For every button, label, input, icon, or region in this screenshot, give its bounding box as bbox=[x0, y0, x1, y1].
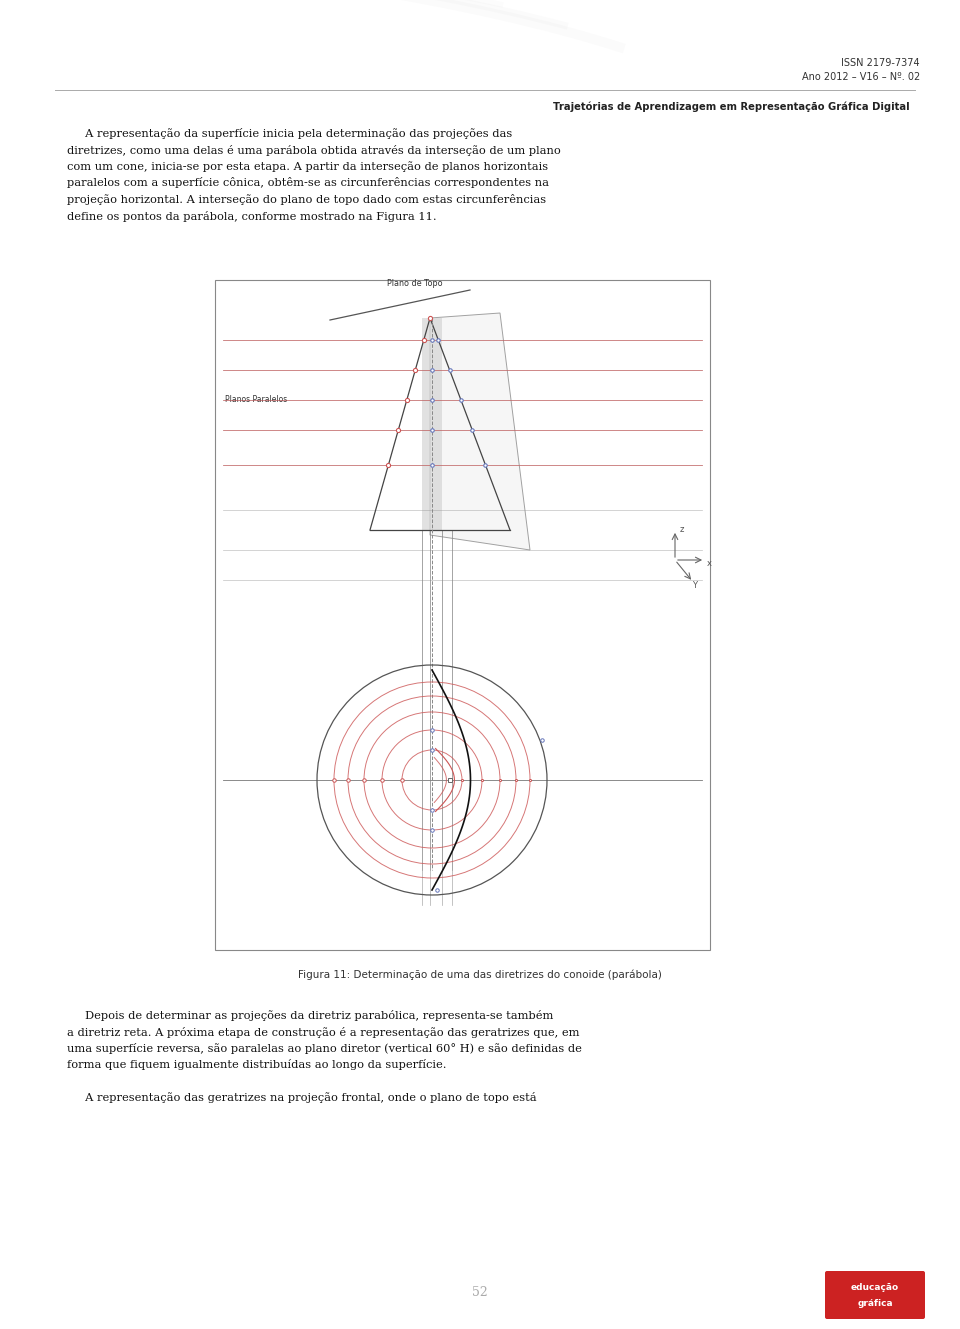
Text: 52: 52 bbox=[472, 1285, 488, 1298]
Text: forma que fiquem igualmente distribuídas ao longo da superfície.: forma que fiquem igualmente distribuídas… bbox=[67, 1059, 446, 1070]
Polygon shape bbox=[430, 314, 530, 550]
Text: Trajetórias de Aprendizagem em Representação Gráfica Digital: Trajetórias de Aprendizagem em Represent… bbox=[553, 101, 910, 112]
Text: define os pontos da parábola, conforme mostrado na Figura 11.: define os pontos da parábola, conforme m… bbox=[67, 210, 437, 222]
Text: A representação das geratrizes na projeção frontal, onde o plano de topo está: A representação das geratrizes na projeç… bbox=[67, 1092, 537, 1103]
Text: diretrizes, como uma delas é uma parábola obtida através da interseção de um pla: diretrizes, como uma delas é uma parábol… bbox=[67, 145, 561, 155]
Text: Y: Y bbox=[692, 581, 698, 590]
Text: gráfica: gráfica bbox=[857, 1298, 893, 1308]
Text: ISSN 2179-7374: ISSN 2179-7374 bbox=[841, 58, 920, 68]
Text: x: x bbox=[707, 560, 712, 567]
FancyBboxPatch shape bbox=[825, 1271, 925, 1318]
Text: A representação da superfície inicia pela determinação das projeções das: A representação da superfície inicia pel… bbox=[67, 128, 513, 140]
Text: a diretriz reta. A próxima etapa de construção é a representação das geratrizes : a diretriz reta. A próxima etapa de cons… bbox=[67, 1026, 580, 1038]
Text: com um cone, inicia-se por esta etapa. A partir da interseção de planos horizont: com um cone, inicia-se por esta etapa. A… bbox=[67, 161, 548, 171]
Text: paralelos com a superfície cônica, obtêm-se as circunferências correspondentes n: paralelos com a superfície cônica, obtêm… bbox=[67, 178, 549, 189]
Text: Ano 2012 – V16 – Nº. 02: Ano 2012 – V16 – Nº. 02 bbox=[802, 72, 920, 82]
Text: z: z bbox=[680, 525, 684, 534]
Text: Planos Paralelos: Planos Paralelos bbox=[225, 396, 287, 404]
Polygon shape bbox=[422, 318, 442, 530]
Text: educação: educação bbox=[851, 1282, 900, 1292]
Text: uma superfície reversa, são paralelas ao plano diretor (vertical 60° H) e são de: uma superfície reversa, são paralelas ao… bbox=[67, 1043, 582, 1054]
Text: Figura 11: Determinação de uma das diretrizes do conoide (parábola): Figura 11: Determinação de uma das diret… bbox=[298, 970, 662, 981]
Text: Plano de Topo: Plano de Topo bbox=[387, 279, 443, 288]
FancyBboxPatch shape bbox=[215, 280, 710, 950]
Text: projeção horizontal. A interseção do plano de topo dado com estas circunferência: projeção horizontal. A interseção do pla… bbox=[67, 194, 546, 205]
Text: Depois de determinar as projeções da diretriz parabólica, representa-se também: Depois de determinar as projeções da dir… bbox=[67, 1010, 553, 1021]
